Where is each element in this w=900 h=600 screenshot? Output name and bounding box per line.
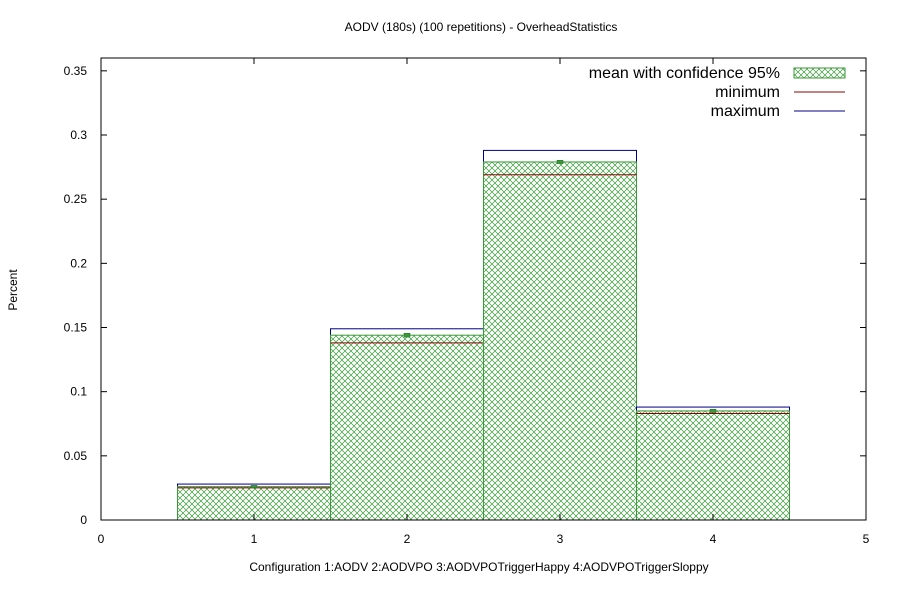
y-tick-label: 0.3 [70, 128, 87, 142]
x-tick-label: 5 [863, 532, 870, 546]
x-tick-label: 4 [710, 532, 717, 546]
legend-label-minimum: minimum [715, 84, 780, 101]
x-axis-label: Configuration 1:AODV 2:AODVPO 3:AODVPOTr… [249, 560, 708, 574]
y-tick-label: 0.1 [70, 385, 87, 399]
y-tick-label: 0.25 [64, 192, 88, 206]
y-tick-label: 0 [80, 513, 87, 527]
bar-mean-4 [636, 410, 790, 521]
bar-ci-4 [709, 409, 717, 413]
bars-layer [177, 149, 790, 521]
x-tick-label: 2 [404, 532, 411, 546]
ticks-layer: 0 0.05 0.1 0.15 0.2 0.25 0.3 0.35 0 1 2 3 4 5 [64, 58, 870, 546]
y-tick-label: 0.15 [64, 321, 88, 335]
y-tick-label: 0.2 [70, 256, 87, 270]
bar-mean-2 [330, 334, 484, 521]
bar-mean-3 [483, 161, 637, 521]
legend: mean with confidence 95% minimum maximum [589, 65, 846, 120]
bar-ci-3 [556, 160, 564, 164]
x-tick-label: 1 [251, 532, 258, 546]
plot-frame [100, 57, 867, 521]
legend-swatch-mean [793, 67, 846, 79]
legend-label-maximum: maximum [711, 103, 780, 120]
y-tick-label: 0.05 [64, 449, 88, 463]
y-tick-label: 0.35 [64, 64, 88, 78]
y-axis-label: Percent [6, 269, 20, 311]
bar-ci-1 [250, 485, 258, 489]
x-tick-label: 0 [98, 532, 105, 546]
x-tick-label: 3 [557, 532, 564, 546]
chart-title: AODV (180s) (100 repetitions) - Overhead… [345, 20, 618, 34]
legend-label-mean: mean with confidence 95% [589, 65, 780, 82]
bar-ci-2 [403, 333, 411, 338]
